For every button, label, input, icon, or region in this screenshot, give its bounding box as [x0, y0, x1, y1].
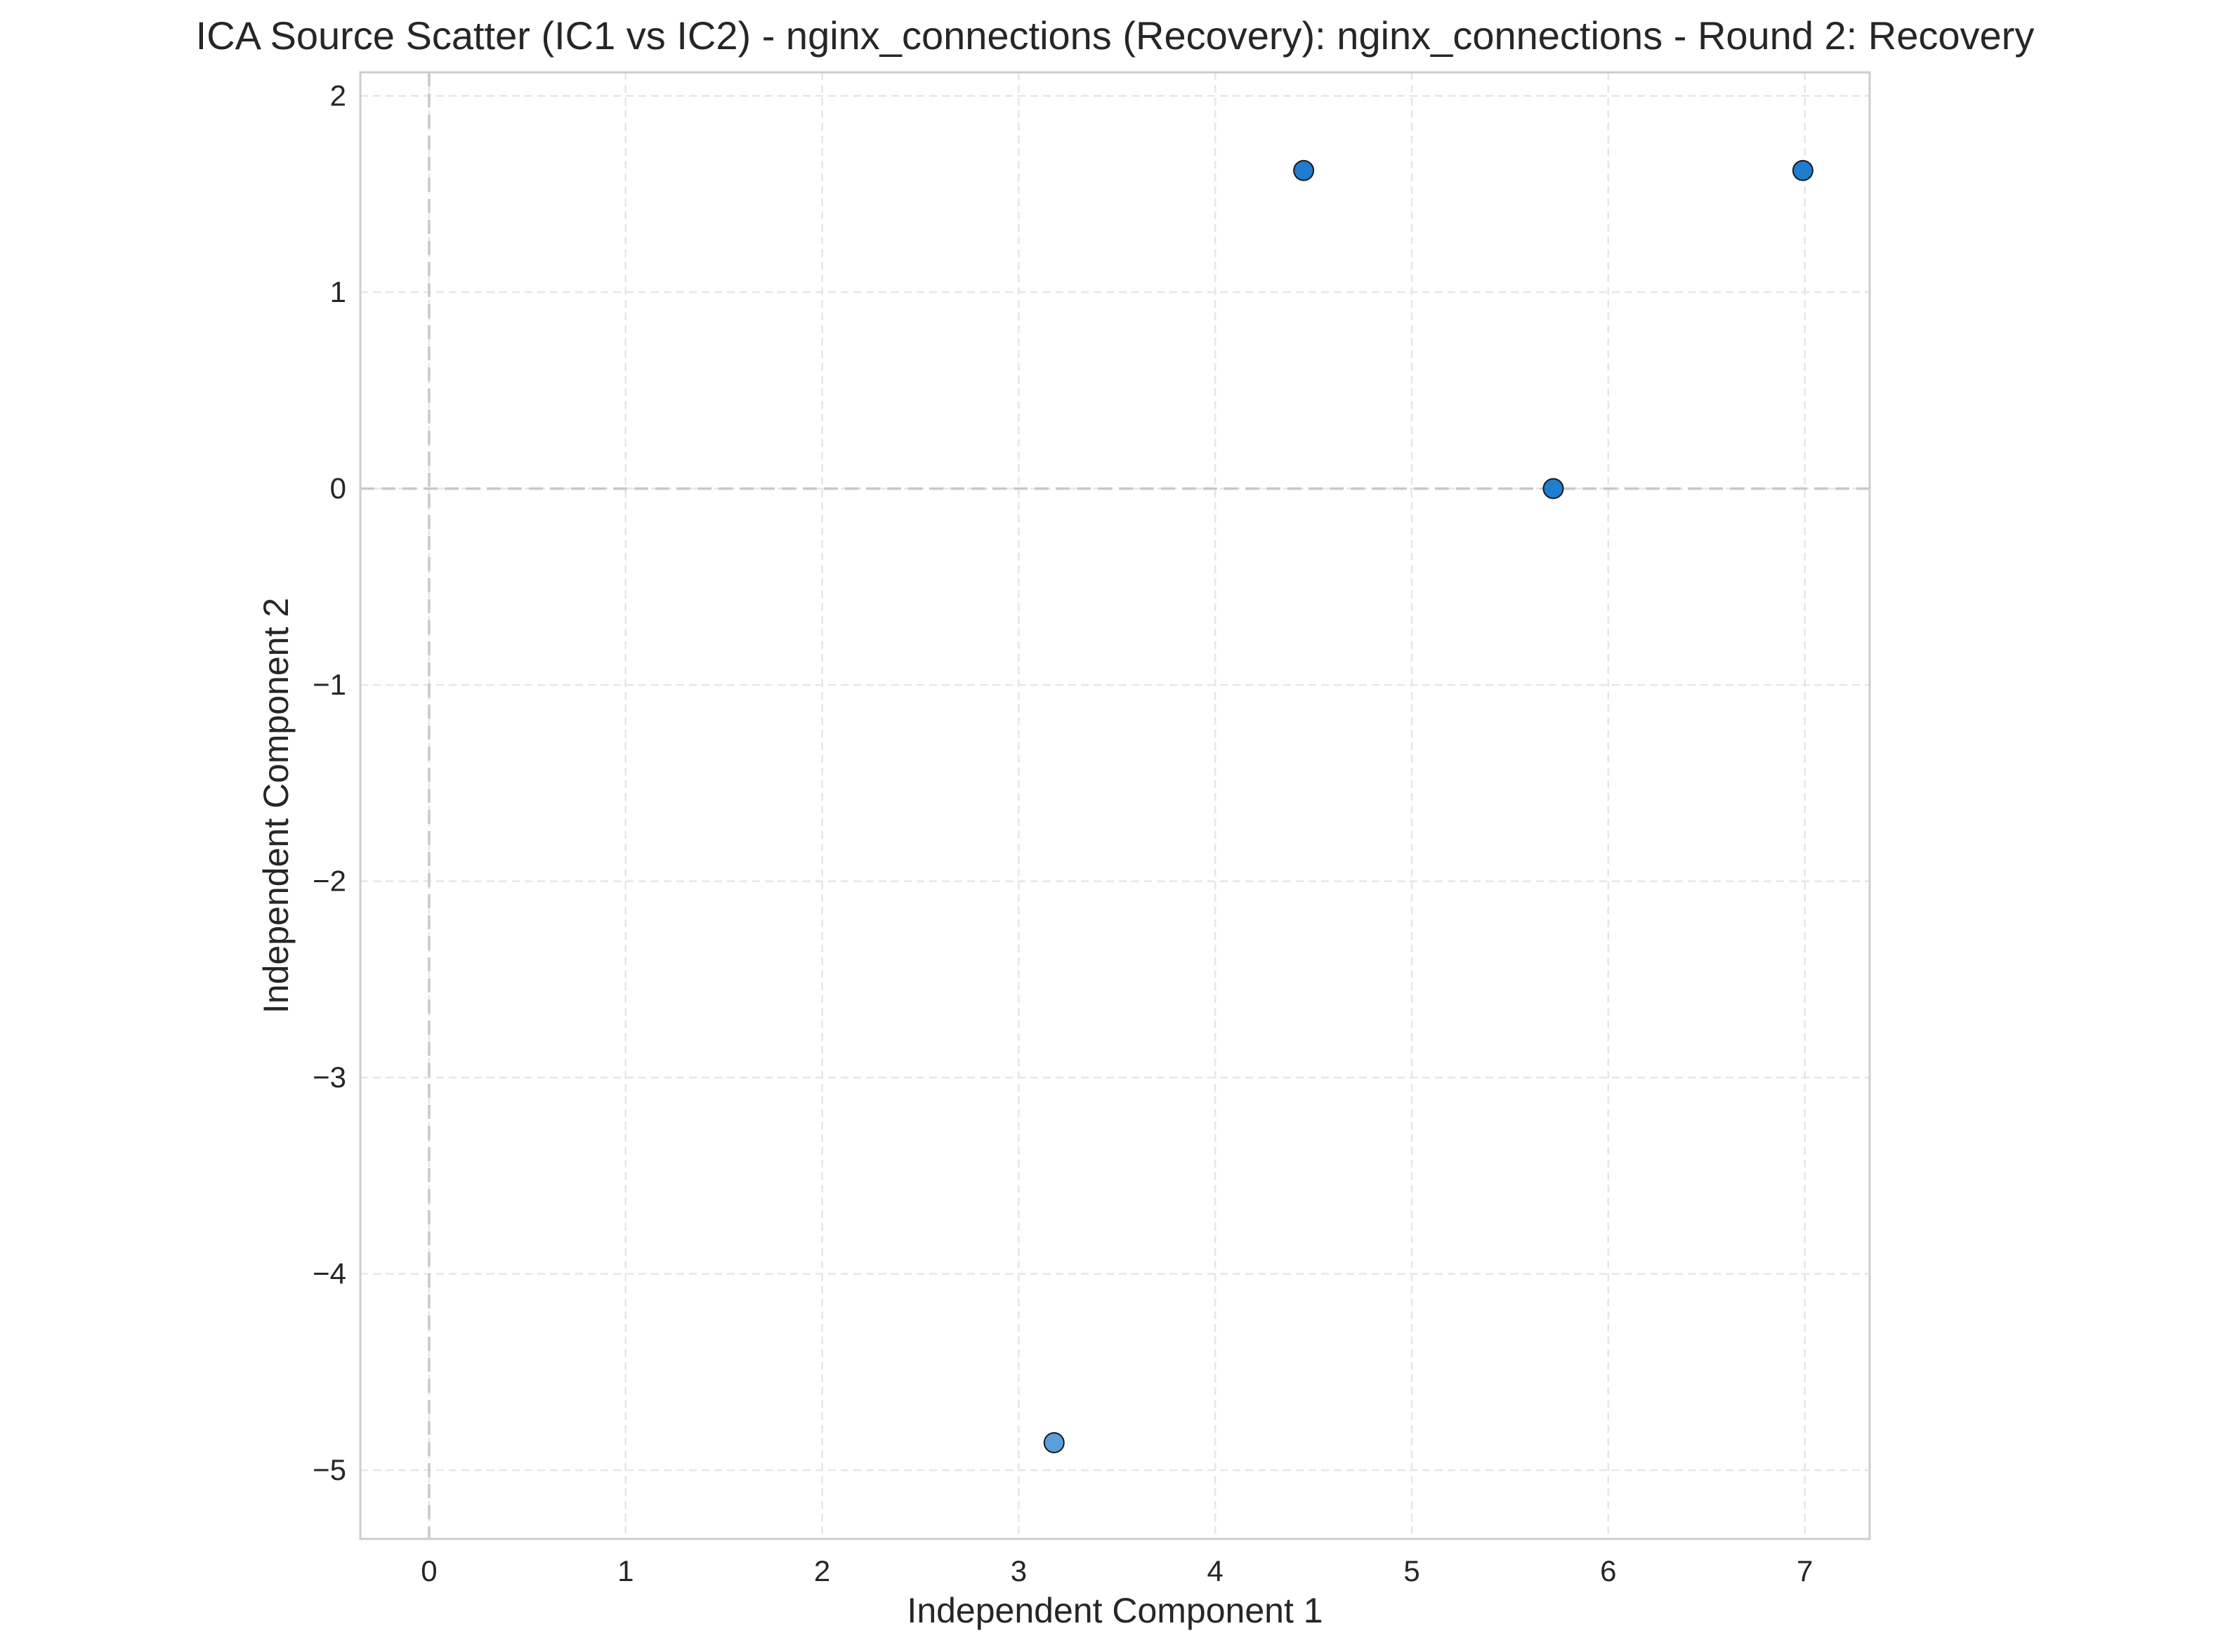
y-tick-label: −5 — [313, 1453, 346, 1486]
tick-labels: 0 1 2 3 4 5 6 7 −5 −4 −3 −2 −1 0 1 2 — [313, 79, 1813, 1587]
x-axis-label: Independent Component 1 — [907, 1591, 1323, 1630]
y-tick-label: −3 — [313, 1061, 346, 1094]
x-tick-label: 0 — [421, 1554, 437, 1587]
reference-lines — [360, 72, 1870, 1539]
y-tick-label: 2 — [330, 79, 346, 112]
y-tick-label: −2 — [313, 865, 346, 898]
data-point — [1542, 478, 1564, 499]
x-tick-label: 7 — [1797, 1554, 1813, 1587]
data-point — [1043, 1432, 1065, 1454]
grid-layer — [360, 72, 1870, 1539]
data-point — [1792, 159, 1813, 181]
x-tick-label: 4 — [1207, 1554, 1224, 1587]
x-tick-label: 3 — [1011, 1554, 1027, 1587]
x-tick-label: 1 — [617, 1554, 634, 1587]
data-points — [1043, 159, 1813, 1454]
chart-title: ICA Source Scatter (IC1 vs IC2) - nginx_… — [195, 13, 2035, 58]
x-tick-label: 2 — [814, 1554, 830, 1587]
y-tick-label: −1 — [313, 668, 346, 701]
x-tick-label: 6 — [1600, 1554, 1616, 1587]
plot-frame — [359, 71, 1871, 1540]
y-tick-label: −4 — [313, 1257, 346, 1290]
data-point — [1293, 159, 1315, 181]
y-axis-label: Independent Component 2 — [256, 598, 296, 1014]
x-tick-label: 5 — [1403, 1554, 1419, 1587]
y-tick-label: 0 — [330, 472, 346, 505]
y-tick-label: 1 — [330, 275, 346, 308]
